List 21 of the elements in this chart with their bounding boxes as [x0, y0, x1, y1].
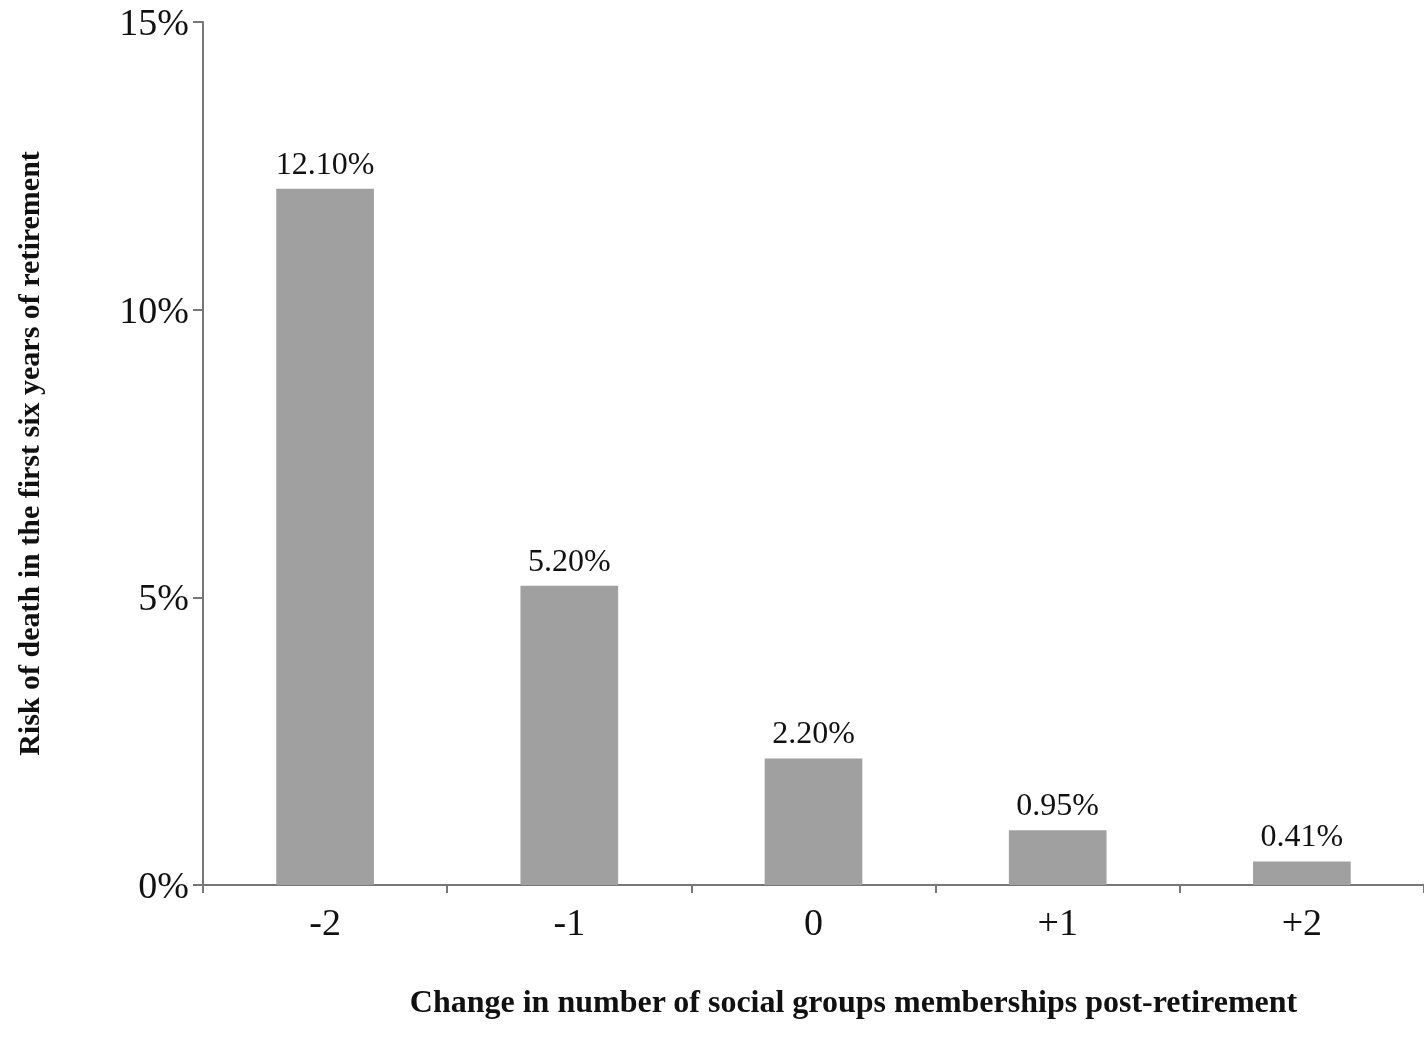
y-tick-label: 15%: [119, 1, 189, 43]
x-tick-label: -2: [309, 901, 341, 943]
bar: [1008, 830, 1107, 885]
bar: [276, 188, 374, 885]
data-label: 12.10%: [275, 144, 375, 181]
data-label: 0.41%: [1260, 817, 1344, 854]
x-axis-title: Change in number of social groups memberships post-retirement: [409, 983, 1298, 1019]
data-label: 2.20%: [772, 714, 855, 751]
y-axis-title: Risk of death in the first six years of retirement: [11, 151, 45, 756]
y-tick-label: 5%: [138, 576, 189, 619]
x-tick-label: -1: [553, 901, 586, 943]
bar: [1253, 861, 1351, 885]
x-tick-label: +2: [1281, 901, 1323, 943]
x-tick-label: +1: [1037, 901, 1078, 943]
y-tick-label: 10%: [119, 288, 189, 331]
y-tick-label: 0%: [138, 864, 189, 906]
x-tick-label: 0: [804, 901, 823, 943]
data-label: 5.20%: [527, 541, 611, 578]
data-label: 0.95%: [1016, 786, 1100, 823]
bar: [764, 758, 863, 885]
bar: [520, 585, 619, 885]
